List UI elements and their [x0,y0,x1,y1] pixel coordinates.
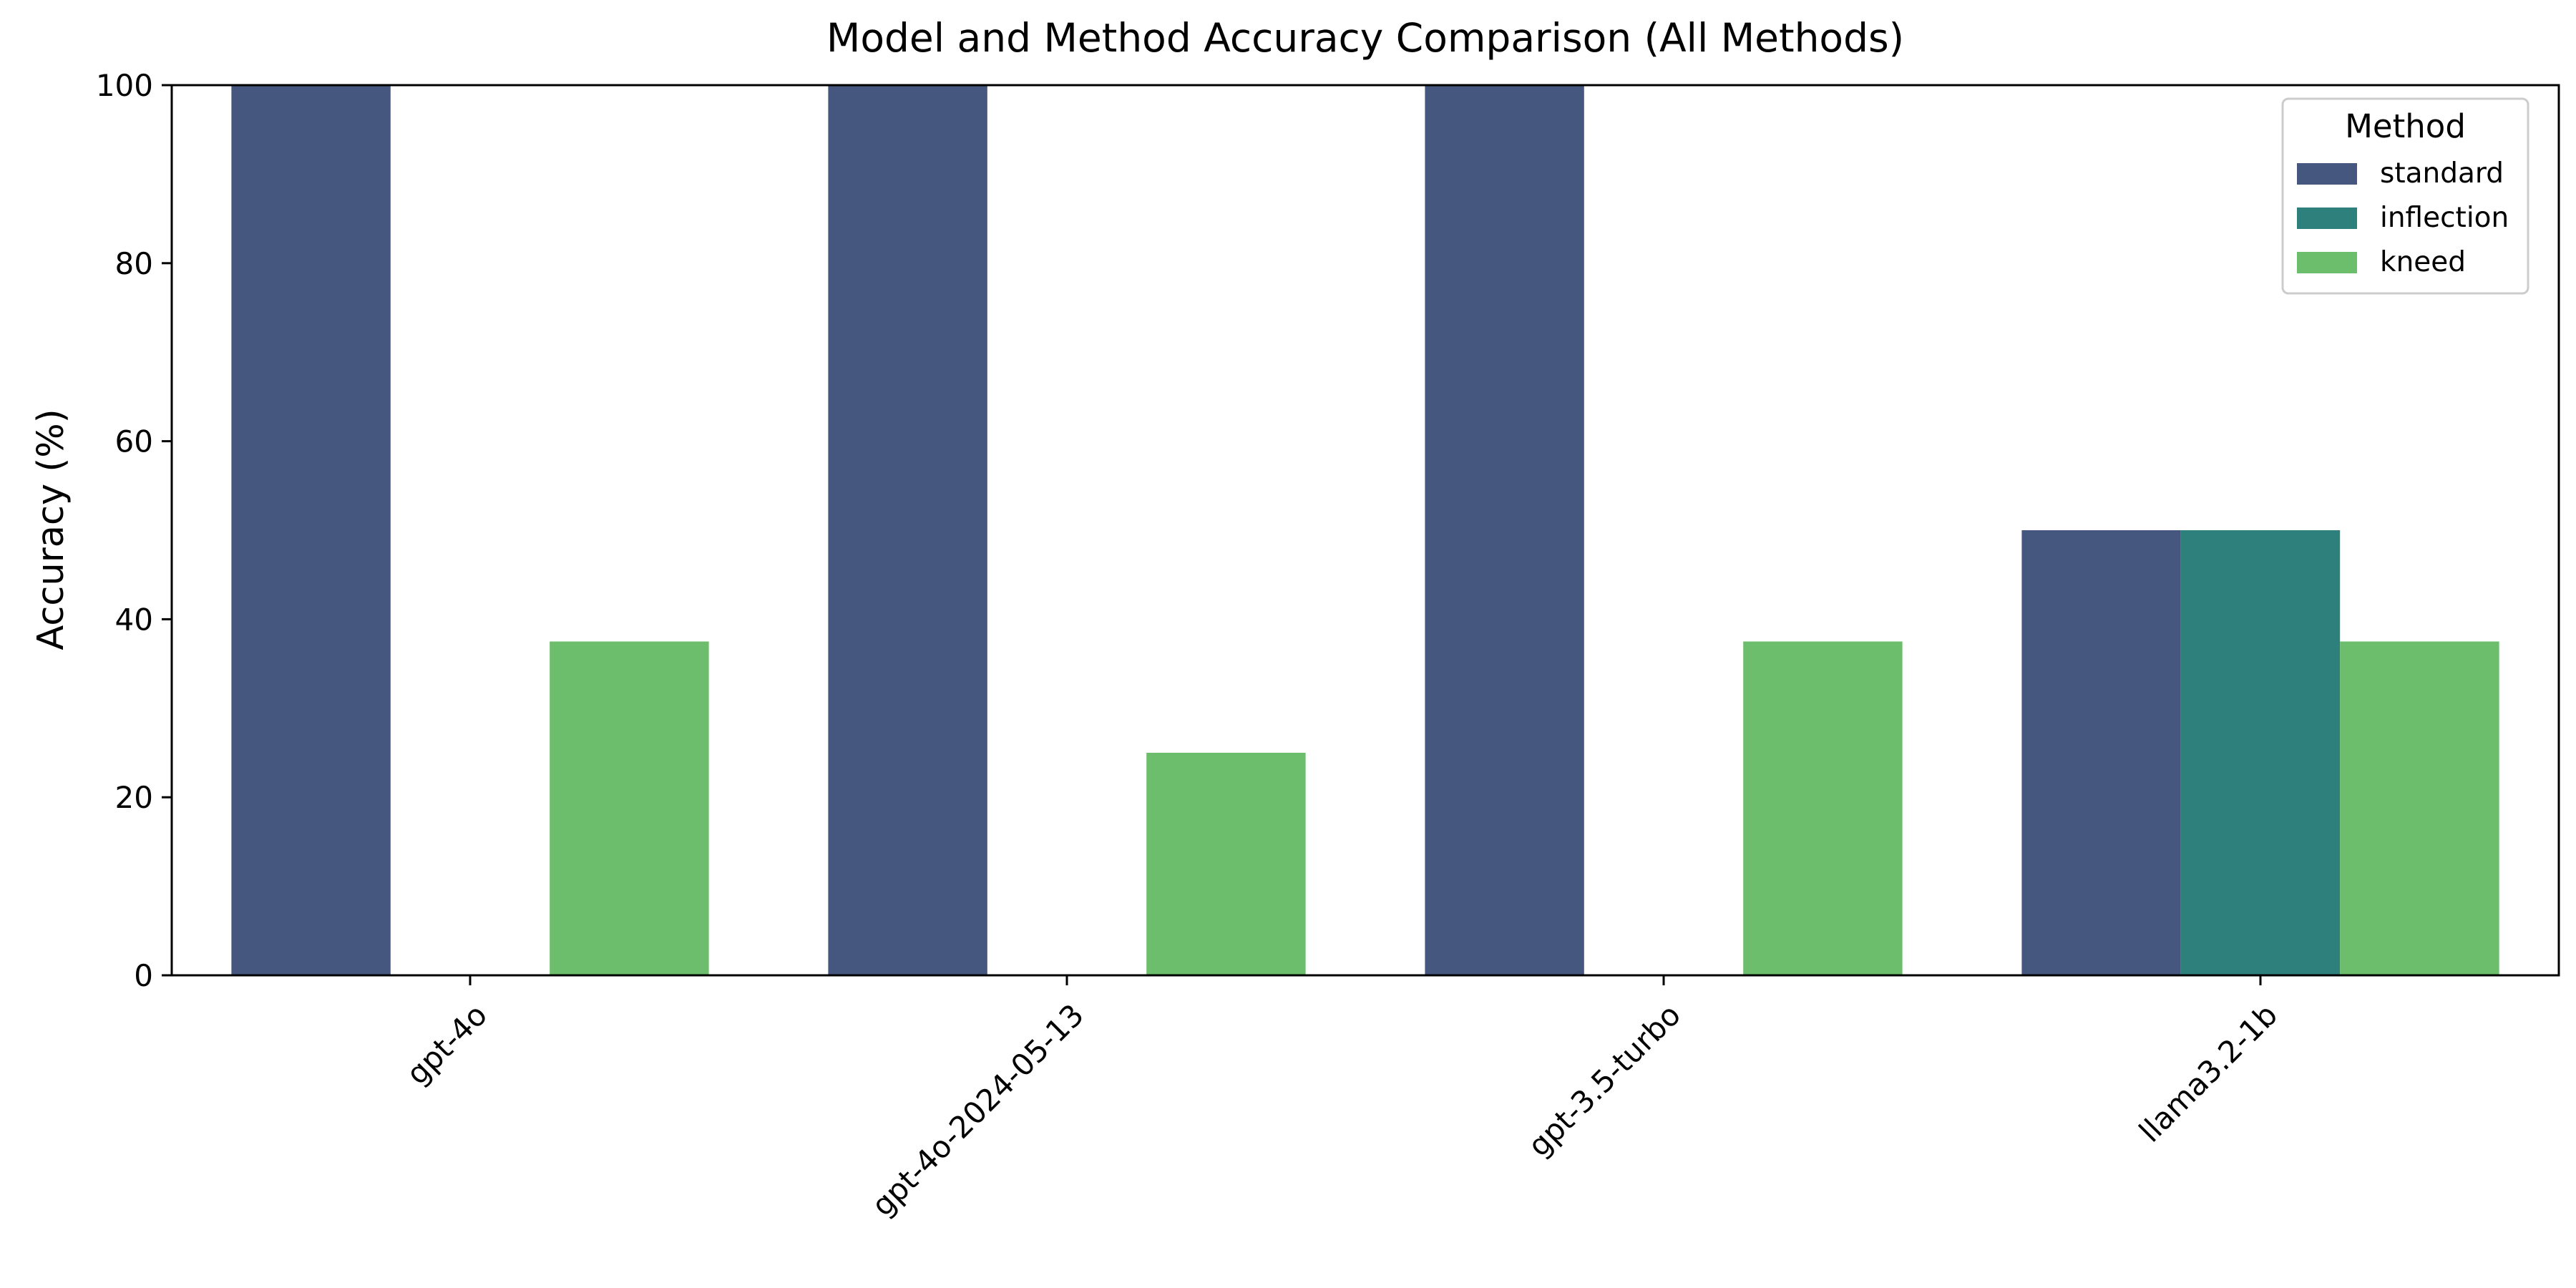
y-tick-label: 60 [115,424,153,459]
legend: Method standard inflection kneed [2281,97,2529,295]
bar-kneed-3 [2340,641,2499,975]
legend-swatch-inflection [2297,208,2357,229]
y-tick-label: 100 [96,68,153,103]
legend-label-standard: standard [2380,157,2504,190]
bar-kneed-0 [550,641,709,975]
bars-layer [231,85,2499,975]
legend-box [2281,97,2529,295]
y-tick-label: 80 [115,246,153,281]
bar-standard-0 [231,85,391,975]
y-tick-label: 0 [134,958,153,993]
legend-label-inflection: inflection [2380,202,2509,234]
legend-label-kneed: kneed [2380,246,2466,278]
bar-standard-3 [2021,530,2181,975]
bar-standard-1 [828,85,987,975]
y-tick-label: 40 [115,602,153,637]
y-axis-label: Accuracy (%) [30,409,72,650]
legend-swatch-standard [2297,163,2357,185]
chart-title: Model and Method Accuracy Comparison (Al… [826,15,1904,61]
y-tick-label: 20 [115,780,153,815]
legend-title: Method [2345,107,2466,145]
legend-swatch-kneed [2297,252,2357,273]
bar-kneed-2 [1743,641,1903,975]
y-ticks: 0 20 40 60 80 100 [96,68,172,993]
plot-frame [170,84,2560,977]
bar-inflection-3 [2180,530,2341,975]
bar-kneed-1 [1146,753,1306,975]
bar-standard-2 [1425,85,1584,975]
